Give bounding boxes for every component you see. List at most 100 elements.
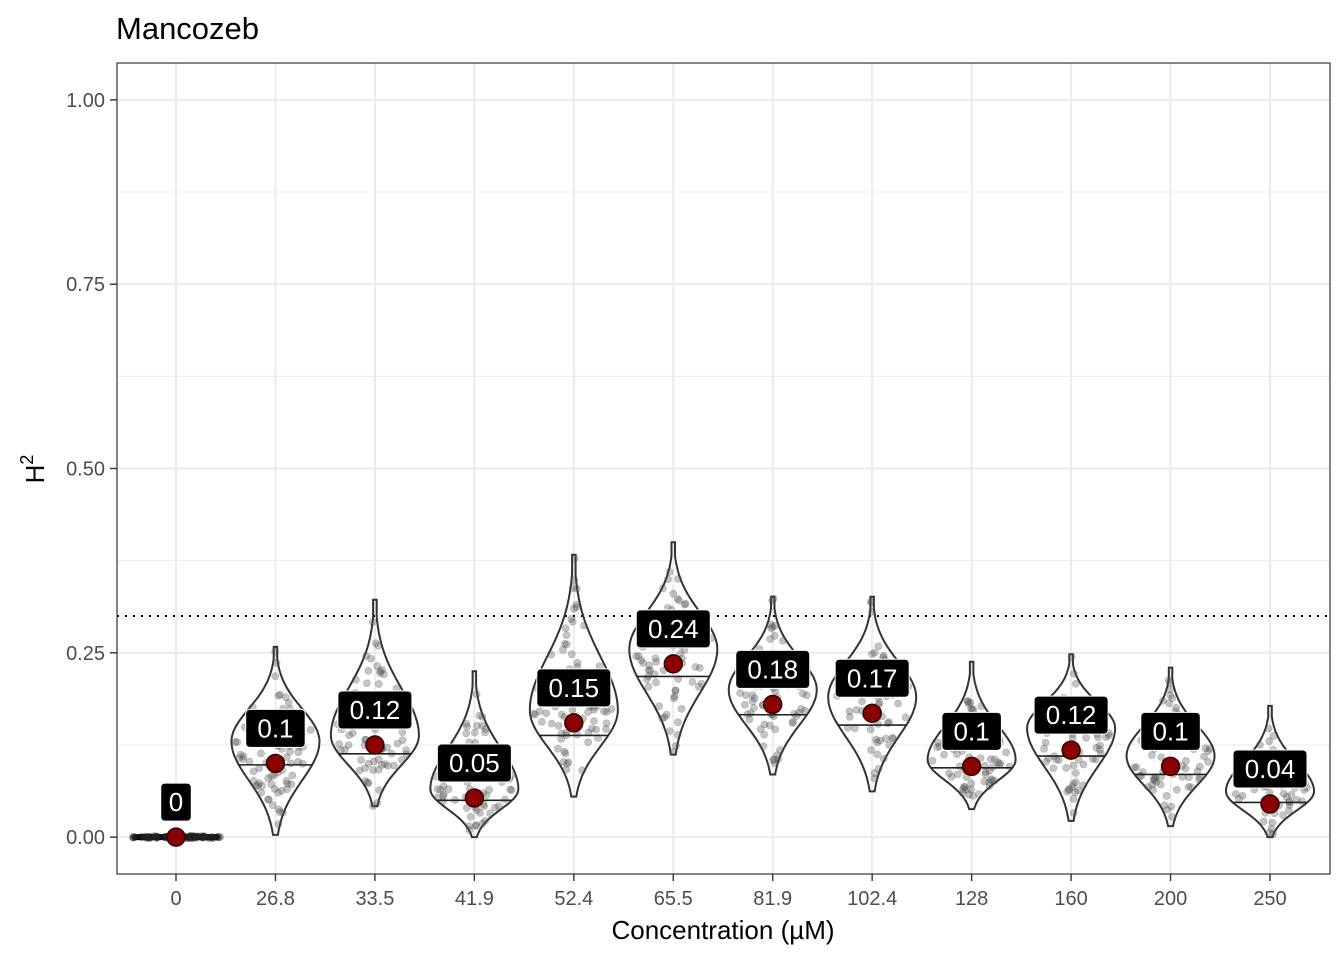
y-tick-label: 0.50 bbox=[66, 459, 105, 481]
jitter-point bbox=[876, 736, 884, 745]
jitter-point bbox=[662, 710, 671, 719]
jitter-point bbox=[357, 756, 365, 764]
jitter-point bbox=[198, 833, 207, 842]
jitter-point bbox=[249, 777, 258, 785]
jitter-point bbox=[1074, 786, 1083, 795]
jitter-point bbox=[368, 618, 377, 626]
jitter-point bbox=[383, 761, 392, 770]
jitter-point bbox=[568, 706, 577, 714]
jitter-point bbox=[843, 723, 852, 732]
jitter-point bbox=[361, 777, 370, 785]
mean-label-text: 0.18 bbox=[747, 654, 798, 684]
jitter-point bbox=[770, 631, 779, 640]
jitter-point bbox=[659, 584, 667, 593]
jitter-point bbox=[253, 781, 262, 790]
jitter-point bbox=[981, 770, 990, 779]
mean-label: 0.1 bbox=[1140, 711, 1201, 751]
jitter-point bbox=[750, 694, 759, 703]
jitter-point bbox=[674, 595, 682, 603]
jitter-point bbox=[1279, 789, 1288, 798]
jitter-point bbox=[560, 747, 569, 756]
jitter-point bbox=[572, 584, 581, 593]
jitter-point bbox=[986, 755, 995, 764]
jitter-point bbox=[868, 650, 876, 658]
jitter-point bbox=[672, 741, 680, 750]
jitter-point bbox=[1151, 775, 1160, 783]
jitter-point bbox=[1071, 769, 1080, 777]
mean-point bbox=[464, 788, 485, 808]
jitter-point bbox=[236, 750, 245, 759]
jitter-point bbox=[270, 785, 279, 793]
jitter-point bbox=[873, 738, 881, 747]
x-tick-label: 81.9 bbox=[753, 888, 792, 910]
jitter-point bbox=[852, 706, 861, 714]
jitter-point bbox=[371, 639, 380, 648]
jitter-point bbox=[239, 755, 247, 763]
jitter-point bbox=[883, 719, 892, 728]
jitter-point bbox=[362, 652, 371, 660]
jitter-point bbox=[1079, 781, 1087, 790]
jitter-point bbox=[750, 704, 758, 712]
violin-shape bbox=[528, 553, 619, 798]
x-tick-label: 0 bbox=[170, 888, 181, 910]
jitter-point bbox=[1265, 737, 1274, 746]
jitter-point bbox=[987, 776, 996, 785]
jitter-point bbox=[506, 785, 515, 794]
jitter-point bbox=[235, 754, 244, 762]
jitter-point bbox=[274, 691, 283, 700]
jitter-point bbox=[1166, 685, 1174, 694]
jitter-point bbox=[251, 782, 260, 790]
jitter-point bbox=[901, 713, 910, 722]
jitter-point bbox=[602, 725, 610, 733]
mean-label-text: 0.15 bbox=[549, 673, 600, 703]
jitter-point bbox=[665, 727, 674, 735]
jitter-point bbox=[554, 721, 563, 730]
jitter-point bbox=[674, 718, 682, 727]
jitter-point bbox=[681, 599, 690, 608]
jitter-point bbox=[771, 621, 779, 630]
jitter-point bbox=[675, 596, 683, 605]
jitter-point bbox=[1165, 678, 1174, 687]
jitter-point bbox=[398, 728, 407, 737]
jitter-point bbox=[1163, 805, 1172, 814]
jitter-point bbox=[374, 641, 383, 650]
jitter-point bbox=[1285, 801, 1294, 809]
jitter-point bbox=[632, 652, 641, 660]
mean-label-text: 0.05 bbox=[449, 748, 500, 778]
jitter-point bbox=[767, 620, 775, 629]
jitter-point bbox=[444, 785, 453, 794]
jitter-point bbox=[288, 771, 297, 780]
jitter-point bbox=[264, 795, 272, 804]
jitter-point bbox=[286, 759, 295, 768]
jitter-point bbox=[1168, 694, 1177, 703]
jitter-point bbox=[985, 778, 993, 787]
jitter-point bbox=[602, 707, 611, 716]
jitter-point bbox=[345, 731, 353, 740]
jitter-point bbox=[1082, 734, 1090, 742]
jitter-point bbox=[1040, 745, 1048, 753]
jitter-point bbox=[1069, 795, 1078, 803]
jitter-point bbox=[561, 624, 570, 633]
jitter-point bbox=[953, 770, 962, 779]
jitter-point bbox=[674, 575, 682, 583]
jitter-point bbox=[568, 584, 577, 592]
jitter-point bbox=[1182, 757, 1190, 765]
mean-label-text: 0 bbox=[169, 787, 183, 817]
jitter-point bbox=[1064, 785, 1073, 794]
violin-shape bbox=[1224, 704, 1316, 839]
jitter-point bbox=[1062, 764, 1071, 772]
jitter-point bbox=[563, 760, 571, 768]
jitter-point bbox=[1002, 748, 1010, 757]
jitter-point bbox=[267, 772, 276, 781]
jitter-point bbox=[590, 717, 598, 725]
jitter-point bbox=[348, 729, 357, 737]
jitter-point bbox=[867, 598, 875, 606]
jitter-point bbox=[1268, 818, 1277, 827]
jitter-point bbox=[928, 756, 937, 765]
jitter-point bbox=[1063, 787, 1072, 796]
y-tick-label: 0.00 bbox=[66, 827, 105, 849]
violin-group bbox=[129, 827, 224, 847]
jitter-point bbox=[1049, 764, 1058, 773]
x-tick-label: 200 bbox=[1154, 888, 1187, 910]
x-tick-label: 33.5 bbox=[355, 888, 394, 910]
